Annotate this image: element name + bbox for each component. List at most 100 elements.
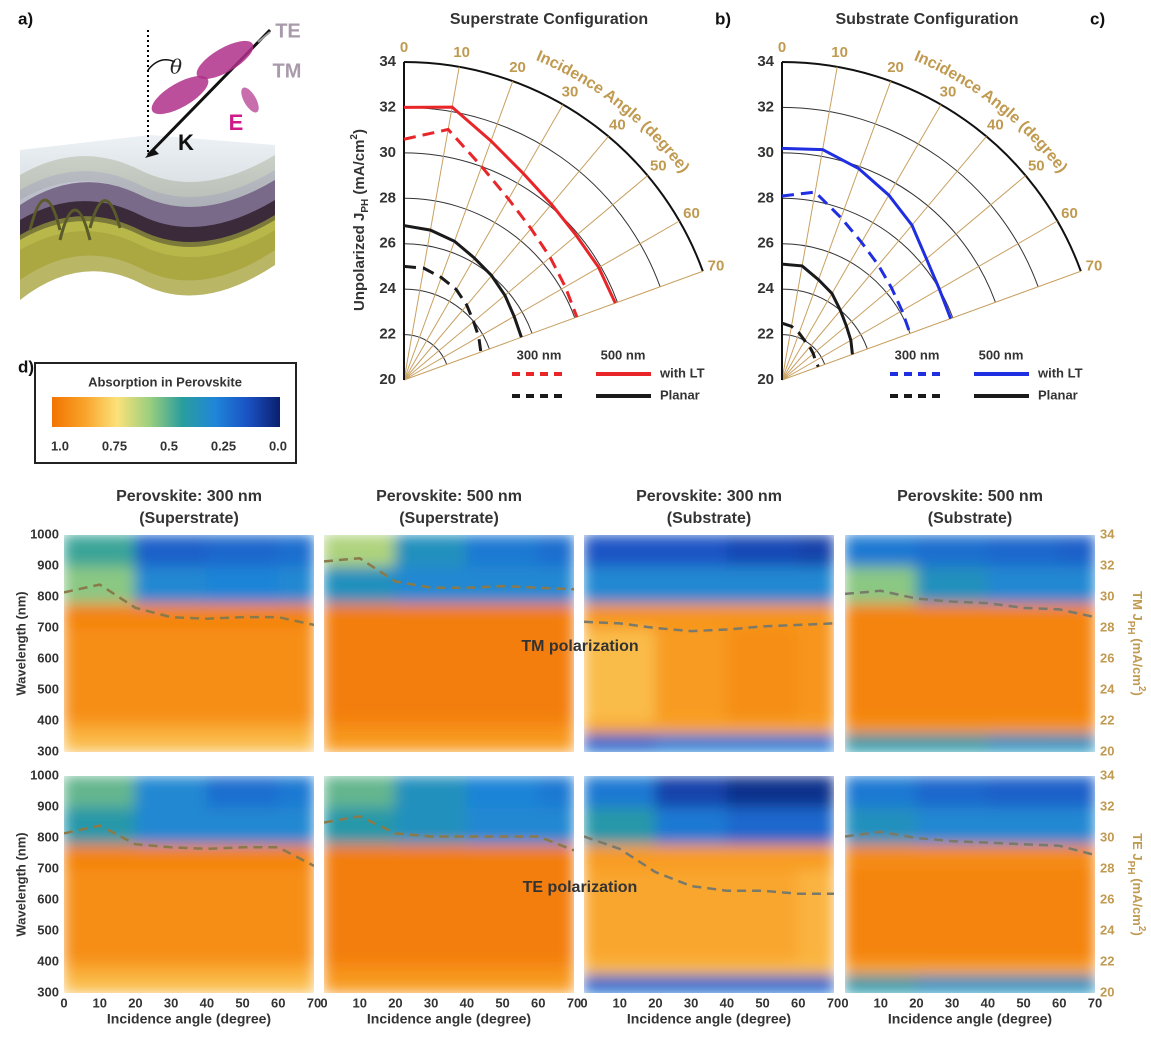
heatmap-cell: [466, 776, 539, 808]
axis-label-part: ): [351, 129, 368, 134]
heatmap-cell: [466, 602, 539, 629]
grid-arc: [403, 334, 448, 365]
heatmap-cell: [277, 961, 314, 975]
x-tick-label: 40: [460, 995, 474, 1010]
y-tick-label: 32: [379, 98, 396, 115]
heatmap-cell: [394, 843, 468, 870]
heatmap: [324, 776, 574, 993]
heatmap-cell: [537, 720, 574, 734]
axis-label-part: (mA/cm: [1130, 635, 1145, 686]
x-tick-label: 0: [580, 995, 587, 1010]
y2-tick-label: 24: [1100, 922, 1115, 937]
heatmap-cell: [277, 973, 314, 993]
y-tick-label: 24: [379, 280, 396, 297]
heatmap-cell: [537, 732, 574, 752]
heatmap-cell: [277, 720, 314, 734]
heatmap-cell: [537, 535, 574, 567]
heatmap-cell: [845, 602, 917, 629]
heatmap: [584, 535, 834, 752]
legend-label: Planar: [660, 387, 700, 402]
heatmap-cell: [394, 627, 468, 722]
heatmap-cell: [324, 843, 396, 870]
axis-label-part: 2: [1136, 926, 1147, 932]
heatmap: [845, 535, 1095, 752]
heatmap-cell: [797, 776, 834, 808]
x-tick-label: 40: [981, 995, 995, 1010]
heatmap-cell: [915, 565, 989, 604]
radial-grid-line: [403, 81, 514, 381]
chart-title: Substrate Configuration: [835, 11, 1018, 28]
heatmap-cell: [324, 565, 396, 604]
heatmap-cell: [726, 961, 799, 975]
y-tick-label: 34: [757, 53, 774, 70]
heatmap-cell: [797, 843, 834, 870]
heatmap-cell: [726, 565, 799, 604]
heatmap-cell: [324, 535, 396, 567]
y-tick-label: 500: [37, 681, 59, 696]
x-tick-label: 40: [609, 117, 626, 134]
y-axis-label: Wavelength (nm): [13, 832, 28, 936]
colorbar-tick-label: 1.0: [51, 438, 69, 453]
heatmap-cell: [537, 776, 574, 808]
illustration-label: TM: [273, 60, 302, 82]
y2-tick-label: 28: [1100, 860, 1114, 875]
heatmap-cell: [324, 602, 396, 629]
heatmap-cells: [845, 776, 1095, 993]
heatmap-cell: [845, 973, 917, 993]
heatmap-cell: [277, 806, 314, 845]
x-axis-label: Incidence angle (degree): [107, 1011, 271, 1027]
grid-arc: [781, 106, 1039, 287]
heatmap-cell: [324, 776, 396, 808]
x-tick-label: 70: [827, 995, 841, 1010]
heatmap-cell: [845, 776, 917, 808]
annotation: TM polarization: [521, 638, 638, 655]
heatmap-cell: [797, 973, 834, 993]
y-tick-label: 28: [379, 189, 396, 206]
y-axis-label: Wavelength (nm): [13, 591, 28, 695]
heatmap-cell: [915, 973, 989, 993]
heatmap-cell: [726, 868, 799, 963]
illustration-label: E: [229, 110, 244, 135]
series-line: [403, 105, 617, 304]
heatmap-cell: [1058, 776, 1095, 808]
y-tick-label: 20: [757, 371, 774, 388]
heatmap-cell: [987, 627, 1060, 722]
heatmap-cell: [845, 843, 917, 870]
heatmap-cell: [394, 868, 468, 963]
axis-label-part: (mA/cm: [351, 140, 368, 199]
x-tick-label: 30: [945, 995, 959, 1010]
heatmap-cell: [915, 776, 989, 808]
heatmap-cell: [726, 602, 799, 629]
colorbar-tick-label: 0.75: [102, 438, 127, 453]
heatmap-cell: [466, 627, 539, 722]
y2-tick-label: 20: [1100, 984, 1114, 999]
y2-tick-label: 24: [1100, 681, 1115, 696]
x-tick-label: 60: [1061, 205, 1078, 222]
x-axis-label: Incidence Angle (degree): [912, 48, 1070, 176]
x-tick-label: 10: [831, 44, 848, 61]
x-tick-label: 10: [352, 995, 366, 1010]
colorbar-frame: [34, 362, 297, 464]
heatmap-cell: [466, 732, 539, 752]
heatmap-cell: [537, 961, 574, 975]
heatmap-cell: [654, 602, 728, 629]
heatmap-cell: [277, 776, 314, 808]
x-tick-label: 40: [200, 995, 214, 1010]
x-tick-label: 50: [1028, 158, 1045, 175]
y-tick-label: 28: [757, 189, 774, 206]
y-tick-label: 600: [37, 891, 59, 906]
heatmap-cell: [1058, 806, 1095, 845]
y2-tick-label: 34: [1100, 767, 1115, 782]
heatmap-cell: [64, 732, 136, 752]
grid-arc: [403, 197, 576, 319]
heatmap-cell: [726, 776, 799, 808]
y2-tick-label: 26: [1100, 891, 1114, 906]
heatmap-cell: [797, 627, 834, 722]
x-tick-label: 0: [778, 39, 786, 56]
heatmap-cell: [845, 627, 917, 722]
x-tick-label: 20: [388, 995, 402, 1010]
grid-arc: [781, 152, 996, 303]
colorbar-title: Absorption in Perovskite: [88, 374, 242, 389]
heatmap-cell: [797, 868, 834, 963]
y-tick-label: 20: [379, 371, 396, 388]
